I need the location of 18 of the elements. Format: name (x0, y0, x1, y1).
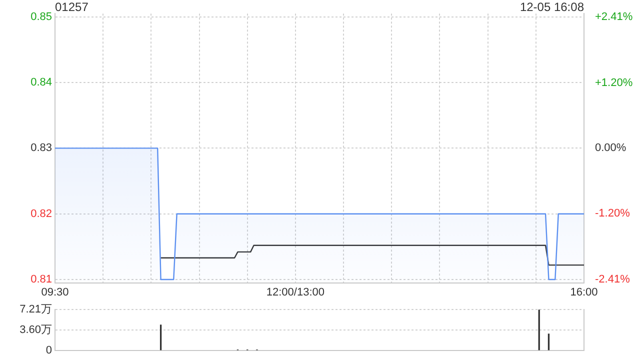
x-tick-label: 09:30 (41, 286, 69, 298)
x-tick-label: 12:00/13:00 (266, 286, 325, 298)
y-tick-label: 3.60万 (20, 324, 52, 336)
y-tick-label: 0.83 (30, 142, 52, 154)
chart-title: 01257 (55, 0, 88, 14)
y2-tick-label: 0.00% (595, 142, 626, 154)
y2-tick-label: -1.20% (595, 208, 630, 220)
y2-tick-label: +2.41% (595, 10, 633, 23)
y-tick-label: 0.81 (30, 274, 52, 286)
x-tick-label: 16:00 (570, 286, 598, 298)
y-tick-label: 0.82 (30, 208, 52, 220)
y-tick-label: 0 (46, 344, 52, 356)
y2-tick-label: +1.20% (595, 76, 633, 89)
y2-tick-label: -2.41% (595, 274, 630, 286)
y-tick-label: 0.85 (30, 10, 52, 23)
y-tick-label: 0.84 (30, 76, 52, 89)
y-tick-label: 7.21万 (20, 304, 52, 316)
annotation: 12-05 16:08 (520, 0, 584, 14)
